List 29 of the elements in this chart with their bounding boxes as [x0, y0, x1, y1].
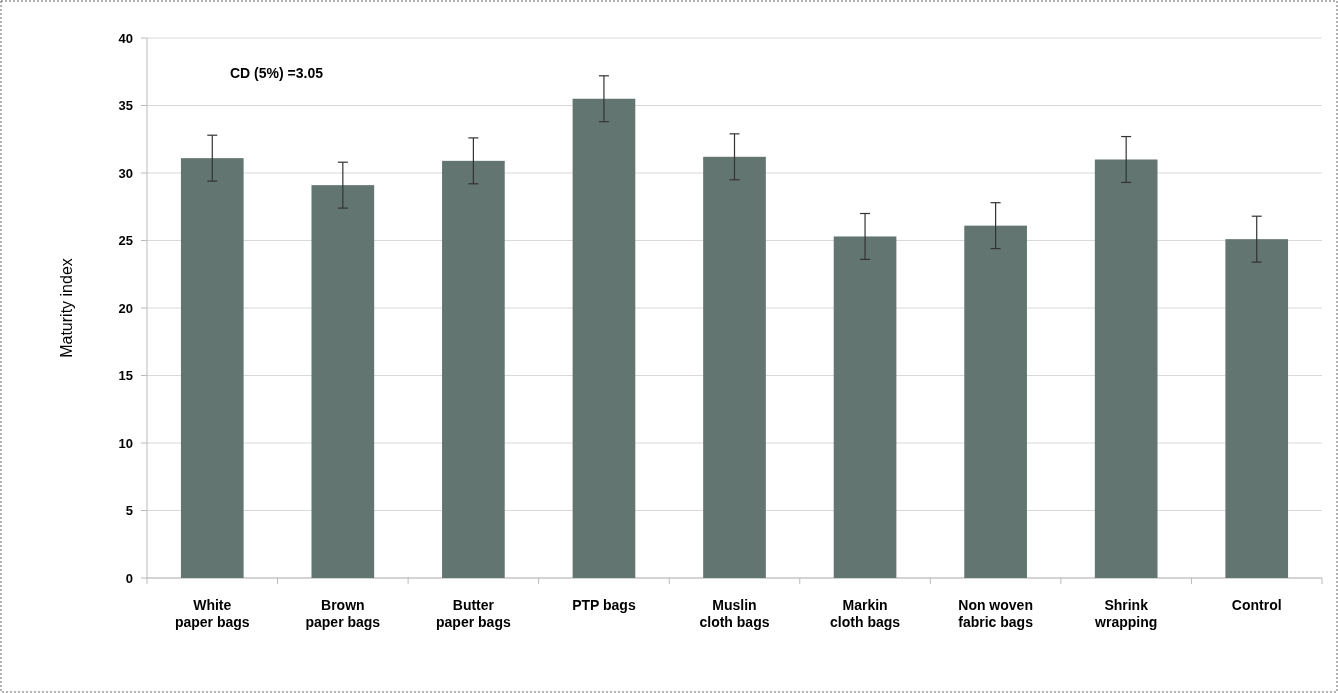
y-tick-label: 10: [118, 435, 133, 451]
x-tick-label: PTP bags: [572, 597, 636, 613]
bar: [572, 98, 636, 578]
bar: [180, 158, 244, 578]
x-tick-label: Non woven fabric bags: [958, 597, 1034, 630]
x-tick-label: Butter paper bags: [436, 597, 511, 630]
bar: [442, 160, 505, 578]
x-tick-label: Muslin cloth bags: [699, 597, 770, 630]
x-tick-label: Shrink wrapping: [1094, 597, 1158, 630]
bar: [1094, 159, 1158, 578]
bar: [311, 185, 375, 578]
x-tick-label: Markin cloth bags: [830, 597, 901, 630]
y-tick-label: 35: [118, 98, 133, 114]
bar: [1225, 239, 1289, 578]
y-tick-label: 40: [118, 30, 133, 46]
y-tick-label: 5: [125, 503, 133, 519]
bar: [833, 236, 897, 578]
x-tick-label: Brown paper bags: [305, 597, 381, 630]
x-tick-label: White paper bags: [174, 597, 250, 630]
y-tick-label: 25: [118, 233, 133, 249]
y-tick-label: 20: [118, 300, 133, 316]
bar: [703, 156, 766, 578]
x-tick-label: Control: [1231, 597, 1282, 613]
y-tick-label: 0: [125, 570, 133, 586]
y-axis-title: Maturity index: [58, 258, 75, 358]
annotation: CD (5%) =3.05: [230, 65, 324, 81]
bar: [964, 225, 1027, 578]
y-tick-label: 30: [118, 165, 133, 181]
y-tick-label: 15: [118, 368, 133, 384]
